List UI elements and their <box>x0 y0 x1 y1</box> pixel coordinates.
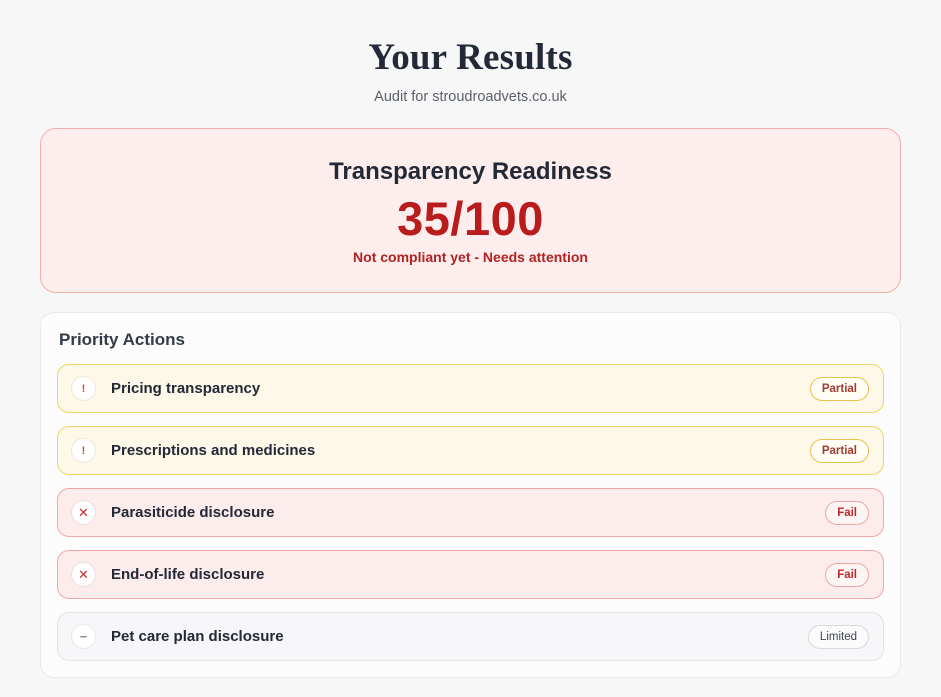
minus-icon: − <box>72 625 95 649</box>
priority-actions-heading: Priority Actions <box>59 330 185 350</box>
action-row-label: Prescriptions and medicines <box>111 442 316 460</box>
action-row-label: Parasiticide disclosure <box>111 504 275 522</box>
status-badge: Limited <box>807 624 869 650</box>
action-row-pet-care-plan-disclosure: − Pet care plan disclosure Limited <box>57 612 884 662</box>
status-badge: Partial <box>809 376 869 402</box>
cross-icon: ✕ <box>72 501 95 525</box>
cross-icon: ✕ <box>72 563 95 587</box>
status-badge: Fail <box>825 562 869 588</box>
action-row-label: End-of-life disclosure <box>111 566 265 584</box>
page-subtitle: Audit for stroudroadvets.co.uk <box>374 89 567 106</box>
transparency-score-card: Transparency Readiness 35/100 Not compli… <box>40 128 901 294</box>
action-row-label: Pet care plan disclosure <box>111 628 284 646</box>
action-row-end-of-life-disclosure: ✕ End-of-life disclosure Fail <box>57 550 884 600</box>
score-card-heading: Transparency Readiness <box>329 158 612 186</box>
priority-actions-card: Priority Actions ! Pricing transparency … <box>40 312 901 679</box>
score-value: 35/100 <box>397 192 544 246</box>
status-badge: Partial <box>809 438 869 464</box>
page-title: Your Results <box>368 37 573 78</box>
exclamation-icon: ! <box>72 377 95 401</box>
score-status-message: Not compliant yet - Needs attention <box>353 249 588 266</box>
action-row-pricing-transparency: ! Pricing transparency Partial <box>57 364 884 414</box>
action-row-label: Pricing transparency <box>111 380 261 398</box>
action-row-parasiticide-disclosure: ✕ Parasiticide disclosure Fail <box>57 488 884 538</box>
status-badge: Fail <box>825 500 869 526</box>
exclamation-icon: ! <box>72 439 95 463</box>
action-row-prescriptions-and-medicines: ! Prescriptions and medicines Partial <box>57 426 884 476</box>
